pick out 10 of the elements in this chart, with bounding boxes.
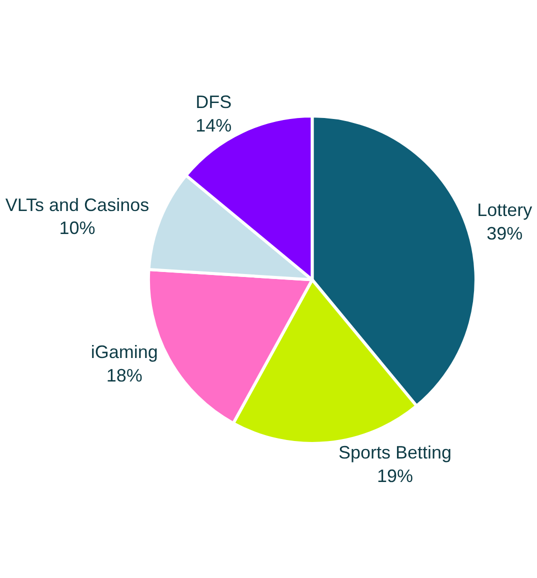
slice-label: VLTs and Casinos — [5, 194, 150, 215]
slice-label: iGaming — [90, 342, 158, 362]
data-label: 19% — [376, 466, 414, 486]
slice-label: Lottery — [477, 200, 532, 220]
data-label: 18% — [106, 365, 142, 386]
slice-label: Sports Betting — [338, 442, 452, 463]
data-label: 10% — [59, 218, 96, 238]
slice-label: DFS — [196, 92, 232, 112]
data-label: 39% — [486, 223, 523, 244]
data-label: 14% — [196, 116, 232, 136]
